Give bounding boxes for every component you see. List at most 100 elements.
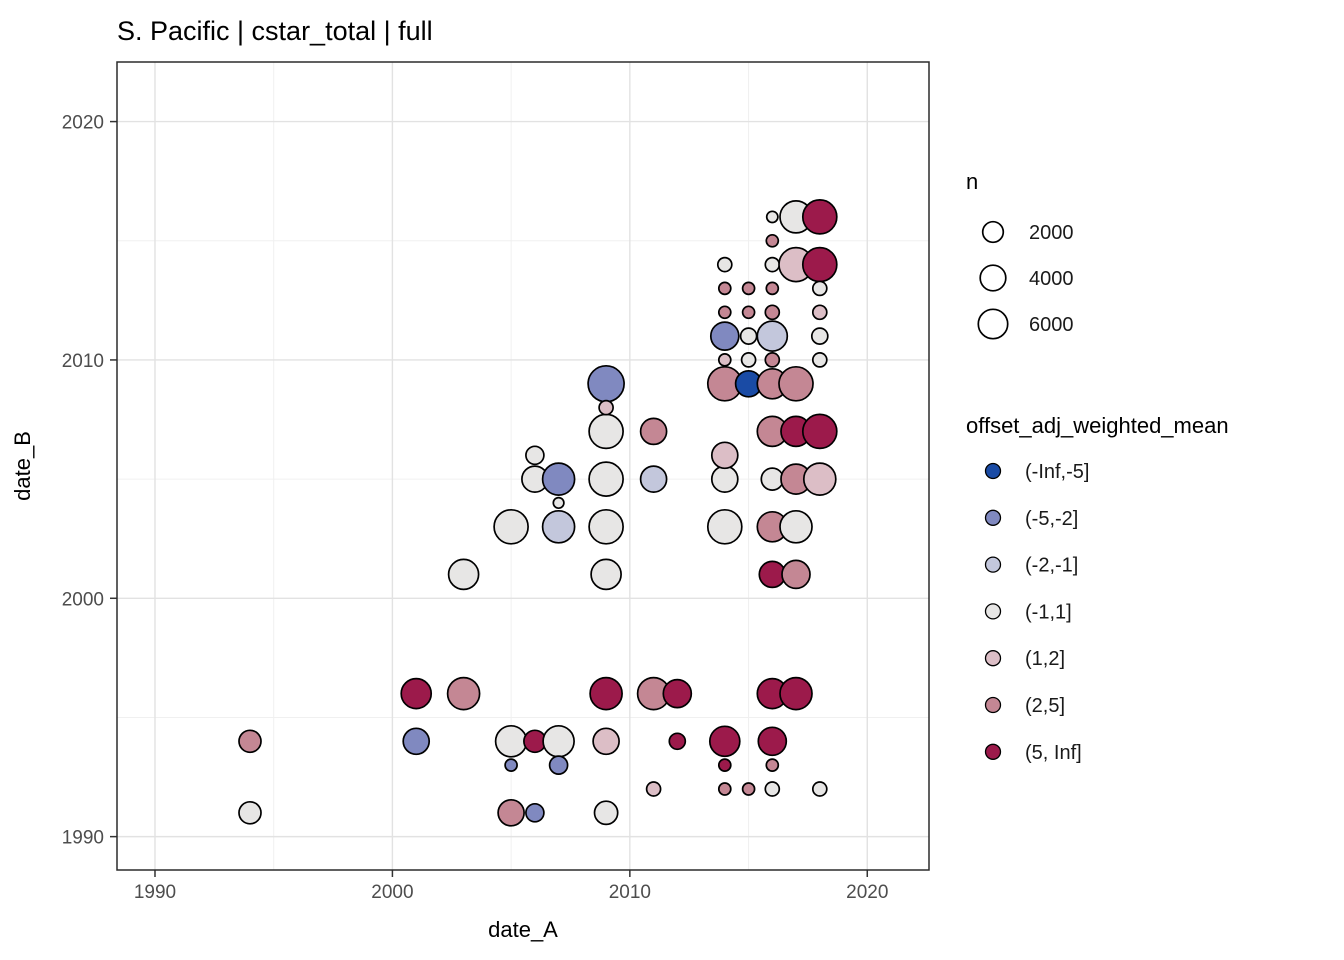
data-points — [238, 199, 838, 827]
data-point — [504, 758, 518, 772]
color-legend: offset_adj_weighted_mean (-Inf,-5] (-5,-2… — [966, 413, 1229, 764]
axis-ticks — [110, 120, 869, 877]
data-point — [541, 509, 576, 544]
data-point — [778, 365, 814, 402]
y-tick-label: 1990 — [62, 828, 104, 849]
data-point — [598, 399, 614, 416]
data-point — [706, 508, 743, 545]
data-point — [590, 558, 622, 591]
data-point — [548, 755, 569, 775]
data-point — [710, 441, 739, 470]
data-point — [668, 732, 687, 751]
color-legend-swatch — [984, 462, 1002, 480]
size-legend-label: 4000 — [1029, 268, 1074, 290]
data-point — [811, 280, 828, 297]
data-point — [588, 508, 624, 545]
color-legend-swatch — [984, 696, 1002, 714]
data-point — [541, 462, 576, 496]
color-legend-label: (-1,1] — [1025, 601, 1072, 623]
data-point — [717, 305, 732, 320]
data-point — [765, 233, 780, 248]
data-point — [639, 417, 668, 446]
data-point — [779, 676, 813, 711]
data-point — [779, 509, 813, 544]
data-point — [709, 321, 740, 351]
data-point — [716, 256, 733, 273]
data-point — [497, 798, 525, 827]
data-point — [402, 727, 431, 756]
size-legend: n 2000 4000 6000 — [966, 169, 1074, 340]
data-point — [781, 559, 811, 590]
data-point — [764, 781, 781, 797]
color-legend-swatch — [984, 743, 1002, 760]
size-legend-label: 6000 — [1029, 314, 1074, 336]
x-tick-label: 2000 — [371, 882, 413, 903]
size-legend-circle — [981, 220, 1005, 244]
data-point — [589, 676, 623, 711]
data-point — [740, 352, 757, 368]
data-point — [525, 802, 545, 823]
data-point — [811, 304, 828, 321]
data-point — [801, 413, 838, 450]
data-point — [717, 782, 732, 796]
size-legend-circle — [977, 308, 1009, 340]
y-tick-label: 2000 — [62, 589, 104, 610]
data-point — [717, 281, 732, 296]
color-legend-swatch — [984, 509, 1002, 526]
size-legend-title: n — [966, 169, 978, 194]
plot-panel-border — [116, 61, 930, 871]
data-point — [739, 327, 758, 345]
data-point — [757, 726, 788, 757]
data-point — [542, 724, 575, 758]
data-point — [639, 465, 668, 493]
color-legend-label: (-Inf,-5] — [1025, 461, 1089, 483]
data-point — [645, 781, 662, 797]
data-point — [552, 496, 565, 510]
axis-tick-labels: 1990 2000 2010 2020 1990 2000 2010 2020 — [62, 113, 889, 903]
data-point — [447, 558, 480, 591]
color-legend-title: offset_adj_weighted_mean — [966, 413, 1229, 438]
data-point — [764, 256, 781, 273]
color-legend-swatch — [984, 650, 1002, 667]
color-legend-label: (-5,-2] — [1025, 508, 1078, 530]
y-tick-label: 2020 — [62, 113, 104, 134]
data-point — [801, 246, 838, 283]
color-legend-label: (5, Inf] — [1025, 742, 1082, 764]
x-tick-label: 2020 — [846, 882, 888, 903]
data-point — [760, 467, 785, 491]
size-legend-label: 2000 — [1029, 222, 1074, 244]
data-point — [741, 782, 756, 796]
data-point — [446, 676, 481, 711]
data-point — [764, 304, 781, 321]
color-legend-swatch — [984, 556, 1002, 573]
data-point — [756, 320, 789, 352]
data-point — [717, 353, 732, 367]
color-legend-label: (1,2] — [1025, 648, 1065, 670]
data-point — [717, 758, 732, 772]
data-point — [525, 445, 545, 466]
data-point — [662, 678, 693, 709]
color-legend-label: (2,5] — [1025, 695, 1065, 717]
data-point — [801, 199, 838, 235]
data-point — [765, 758, 780, 772]
data-point — [592, 727, 620, 756]
data-point — [238, 800, 262, 825]
chart-title: S. Pacific | cstar_total | full — [117, 16, 433, 46]
data-point — [764, 352, 781, 368]
x-tick-label: 2010 — [609, 882, 651, 903]
data-point — [708, 725, 741, 758]
x-tick-label: 1990 — [134, 882, 176, 903]
size-legend-circle — [979, 264, 1007, 292]
y-tick-label: 2010 — [62, 351, 104, 372]
data-point — [710, 465, 739, 493]
data-point — [741, 305, 756, 320]
data-point — [810, 327, 829, 345]
data-point — [741, 281, 756, 296]
data-point — [811, 352, 828, 368]
data-point — [588, 413, 624, 450]
x-axis-title: date_A — [488, 917, 558, 942]
data-point — [765, 281, 780, 296]
major-gridlines — [117, 62, 929, 870]
data-point — [493, 508, 529, 545]
